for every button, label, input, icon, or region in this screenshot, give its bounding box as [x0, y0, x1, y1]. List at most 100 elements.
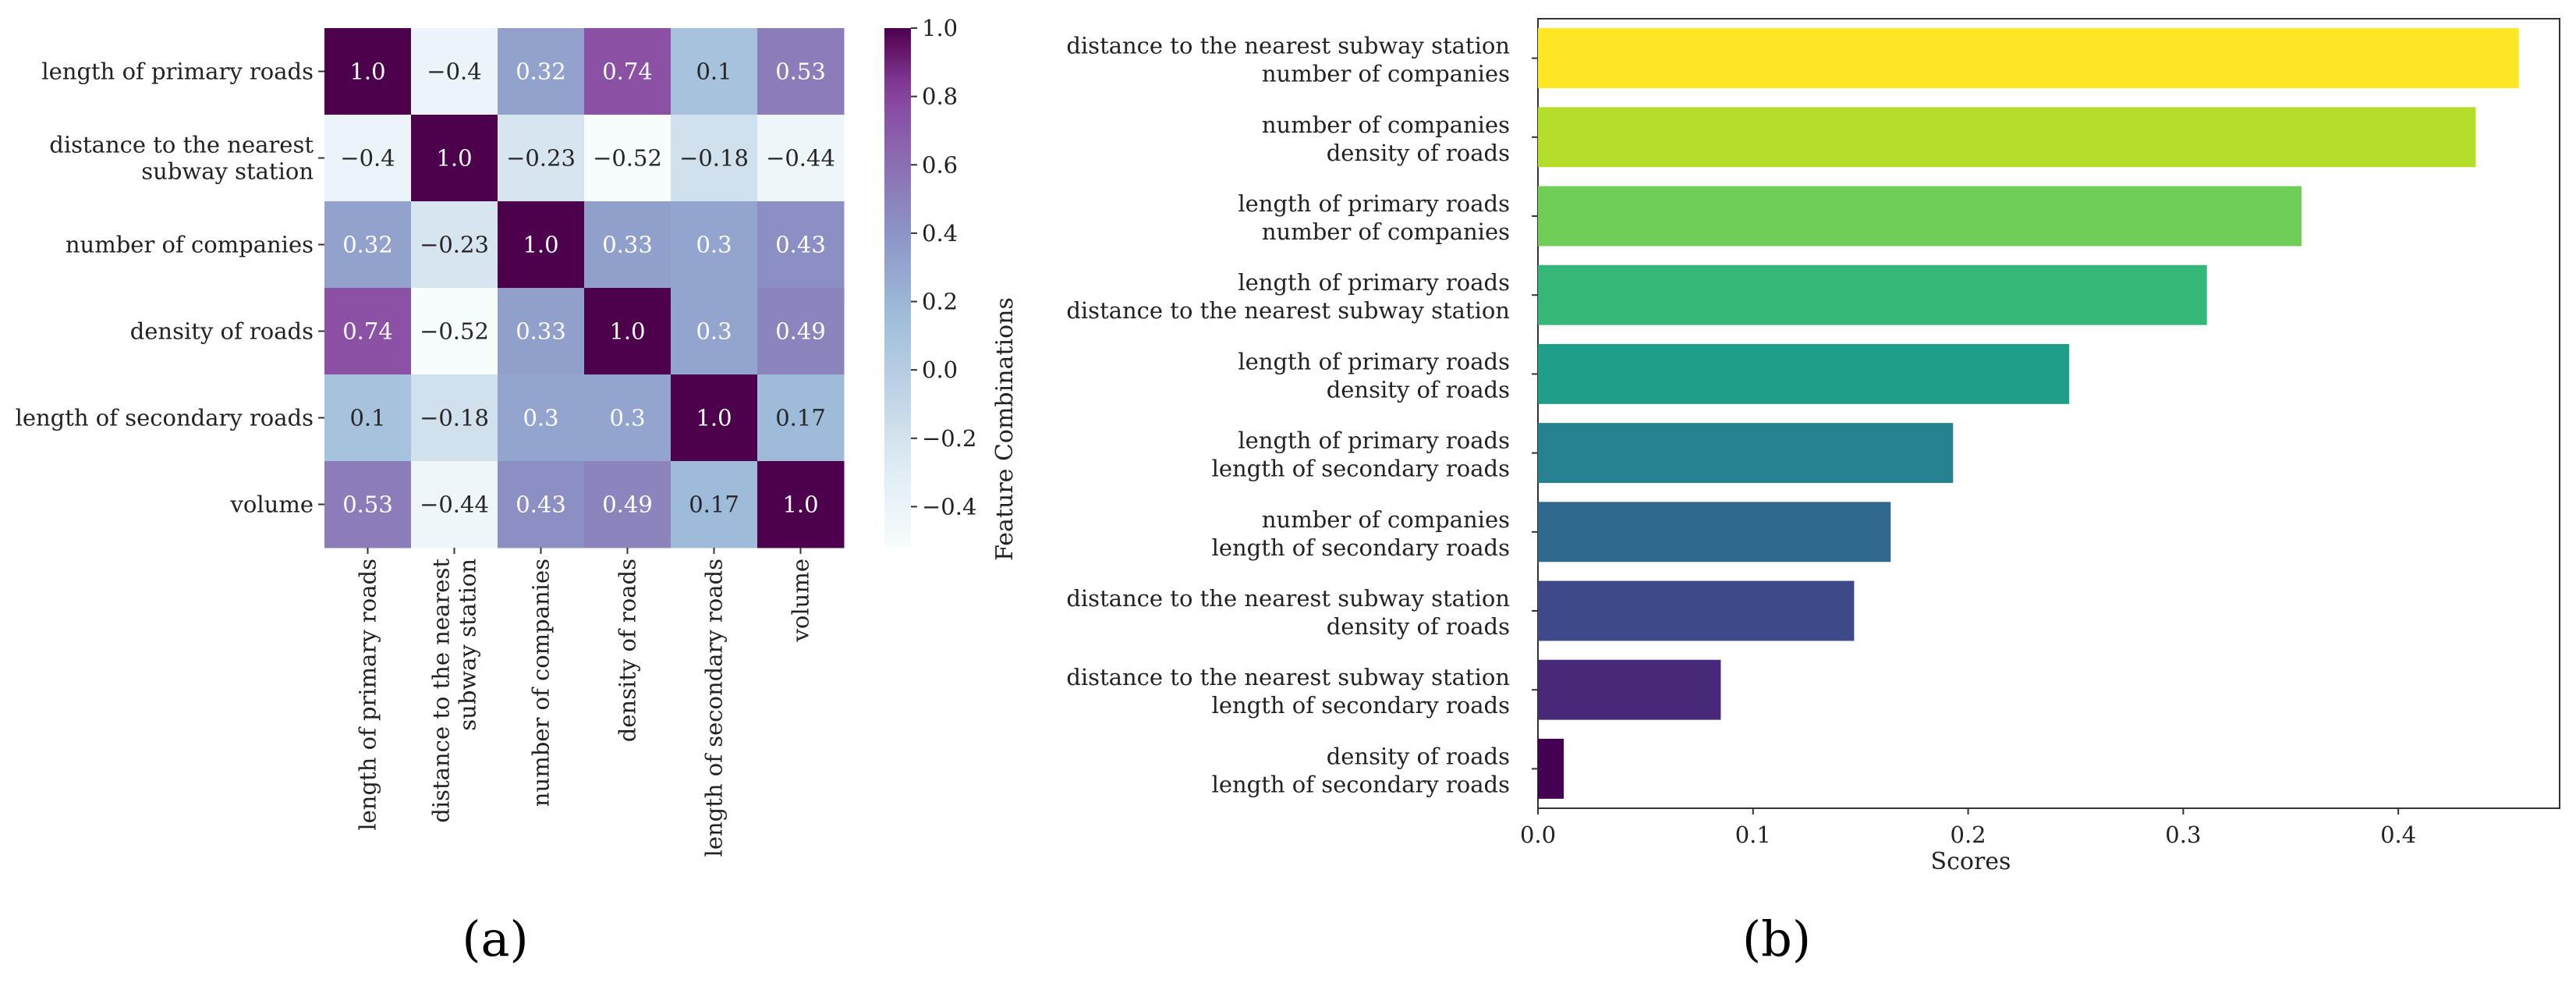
bar	[1538, 423, 1954, 484]
colorbar-tick-label: −0.4	[922, 493, 976, 520]
heatmap-cell-label: 0.53	[342, 492, 393, 518]
heatmap-cell	[498, 461, 585, 548]
heatmap-cell	[671, 28, 758, 115]
heatmap-cell-label: 0.17	[689, 492, 739, 518]
heatmap-cell-label: 1.0	[523, 232, 558, 258]
heatmap-cell	[498, 288, 585, 375]
bar	[1538, 186, 2302, 247]
heatmap-cell	[671, 374, 758, 462]
heatmap-cell	[324, 201, 412, 289]
y-tick-label: distance to the nearest subway station	[1066, 664, 1510, 690]
heatmap-cell	[411, 115, 498, 202]
bar	[1538, 738, 1564, 799]
y-tick-label: length of primary roads	[1238, 428, 1510, 454]
heatmap-col-label: length of primary roads	[355, 559, 381, 831]
heatmap-cell-label: 1.0	[609, 318, 645, 345]
bar	[1538, 28, 2519, 89]
heatmap-col-label: volume	[788, 559, 814, 642]
heatmap-cell-label: 0.74	[602, 59, 653, 85]
x-tick-label: 0.3	[2165, 822, 2201, 848]
heatmap-cell-label: 0.1	[696, 59, 732, 85]
x-axis-title: Scores	[1931, 848, 2011, 875]
heatmap-cell	[324, 115, 412, 202]
heatmap-cell-label: 0.3	[609, 405, 645, 431]
heatmap-cell-label: −0.23	[420, 232, 489, 258]
heatmap-cell	[584, 374, 671, 462]
y-tick-label: number of companies	[1262, 218, 1510, 245]
heatmap-cell	[411, 288, 498, 375]
heatmap-col-label: density of roads	[615, 559, 641, 742]
x-tick-label: 0.2	[1951, 822, 1986, 848]
heatmap-cell-label: 0.3	[523, 405, 558, 431]
heatmap-cell-label: −0.4	[427, 59, 481, 85]
y-axis-title: Feature Combinations	[991, 297, 1019, 561]
colorbar-tick-label: 1.0	[922, 15, 958, 41]
heatmap-cell	[757, 201, 845, 289]
y-tick-label: number of companies	[1262, 506, 1510, 533]
heatmap-cell	[671, 115, 758, 202]
heatmap-cell	[498, 28, 585, 115]
heatmap-cell	[411, 461, 498, 548]
heatmap-cell-label: 0.74	[342, 318, 393, 345]
y-tick-label: number of companies	[1262, 61, 1510, 87]
bar	[1538, 264, 2207, 325]
heatmap-cell	[757, 374, 845, 462]
heatmap-cell	[498, 374, 585, 462]
heatmap-cell-label: 1.0	[436, 145, 472, 172]
colorbar-tick-label: 0.2	[922, 289, 958, 315]
heatmap-row-label: distance to the nearest	[49, 132, 314, 158]
y-tick-label: length of secondary roads	[1212, 456, 1510, 482]
heatmap-cell-label: 0.32	[516, 59, 566, 85]
colorbar-tick-label: 0.6	[922, 151, 958, 178]
x-tick-label: 0.4	[2380, 822, 2416, 848]
heatmap-cell	[324, 461, 412, 548]
heatmap-row-label: length of secondary roads	[16, 405, 314, 431]
heatmap-cell-label: −0.18	[679, 145, 749, 172]
heatmap-cell-label: 0.33	[602, 232, 653, 258]
heatmap-cell-label: −0.4	[340, 145, 395, 172]
y-tick-label: length of primary roads	[1238, 190, 1510, 217]
heatmap-row-label: volume	[230, 492, 314, 518]
y-tick-label: distance to the nearest subway station	[1066, 33, 1510, 59]
heatmap-cell	[584, 288, 671, 375]
heatmap-col-label: number of companies	[528, 559, 555, 807]
heatmap-row-label: subway station	[141, 158, 314, 185]
x-tick-label: 0.0	[1520, 822, 1556, 848]
y-tick-label: length of secondary roads	[1212, 692, 1510, 719]
feature-combination-bar-chart: distance to the nearest subway stationnu…	[991, 18, 2560, 875]
heatmap-cell	[671, 461, 758, 548]
heatmap-cell	[584, 461, 671, 548]
heatmap-cell-label: −0.23	[506, 145, 576, 172]
y-tick-label: length of secondary roads	[1212, 771, 1510, 797]
heatmap-cell-label: 0.43	[775, 232, 826, 258]
heatmap-cell	[584, 28, 671, 115]
heatmap-cell-label: −0.18	[420, 405, 489, 431]
heatmap-cell	[584, 115, 671, 202]
bar	[1538, 659, 1721, 720]
panel-label-a: (a)	[462, 910, 528, 967]
heatmap-cell-label: 0.33	[516, 318, 566, 345]
heatmap-col-label: subway station	[455, 559, 481, 731]
bar	[1538, 502, 1891, 562]
heatmap-cell	[324, 28, 412, 115]
y-tick-label: number of companies	[1262, 112, 1510, 138]
y-tick-label: density of roads	[1327, 140, 1510, 166]
y-tick-label: length of secondary roads	[1212, 534, 1510, 561]
heatmap-cell	[411, 201, 498, 289]
heatmap-col-label: distance to the nearest	[428, 559, 455, 823]
heatmap-cell-label: −0.44	[766, 145, 835, 172]
y-tick-label: density of roads	[1327, 743, 1510, 769]
heatmap-cell-label: −0.52	[420, 318, 489, 345]
correlation-heatmap: 1.0 −0.4 0.32 0.74 0.1 0.53 −0.4 1.0 −0.23 −0.52 −…	[16, 28, 845, 857]
heatmap-cell-label: 0.1	[349, 405, 385, 431]
y-tick-label: length of primary roads	[1238, 269, 1510, 296]
heatmap-colorbar: 1.0 0.8 0.6 0.4 0.2 0.0 −0.2 −0.4	[884, 15, 976, 548]
bar	[1538, 580, 1855, 641]
heatmap-cell-label: 1.0	[696, 405, 732, 431]
panel-label-b: (b)	[1742, 910, 1811, 967]
heatmap-cell	[671, 288, 758, 375]
heatmap-cell	[671, 201, 758, 289]
heatmap-cell	[498, 115, 585, 202]
heatmap-cell-label: 0.53	[775, 59, 826, 85]
